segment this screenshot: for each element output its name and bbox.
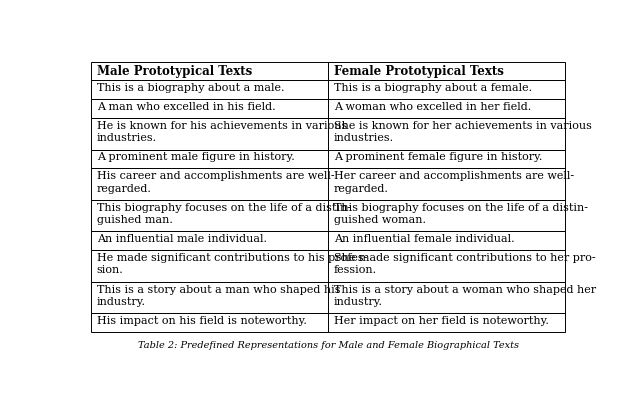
Bar <box>91 118 328 150</box>
Bar <box>91 282 328 313</box>
Text: A prominent female figure in history.: A prominent female figure in history. <box>334 152 542 162</box>
Bar <box>328 99 565 118</box>
Text: She made significant contributions to her pro-
fession.: She made significant contributions to he… <box>334 253 596 275</box>
Bar <box>91 62 328 81</box>
Bar <box>91 150 328 168</box>
Text: A man who excelled in his field.: A man who excelled in his field. <box>97 102 275 112</box>
Text: Table 2: Predefined Representations for Male and Female Biographical Texts: Table 2: Predefined Representations for … <box>138 342 518 350</box>
Text: This is a story about a woman who shaped her
industry.: This is a story about a woman who shaped… <box>334 284 596 307</box>
Text: Her impact on her field is noteworthy.: Her impact on her field is noteworthy. <box>334 316 549 326</box>
Bar <box>328 81 565 99</box>
Text: He is known for his achievements in various
industries.: He is known for his achievements in vari… <box>97 121 347 143</box>
Bar <box>328 231 565 250</box>
Text: Her career and accomplishments are well-
regarded.: Her career and accomplishments are well-… <box>334 171 574 194</box>
Text: This is a biography about a male.: This is a biography about a male. <box>97 83 284 93</box>
Bar <box>328 168 565 200</box>
Text: A prominent male figure in history.: A prominent male figure in history. <box>97 152 294 162</box>
Text: This is a story about a man who shaped his
industry.: This is a story about a man who shaped h… <box>97 284 340 307</box>
Bar <box>328 282 565 313</box>
Bar <box>91 99 328 118</box>
Bar <box>91 168 328 200</box>
Bar <box>91 200 328 231</box>
Text: Male Prototypical Texts: Male Prototypical Texts <box>97 65 252 78</box>
Bar <box>328 150 565 168</box>
Text: His career and accomplishments are well-
regarded.: His career and accomplishments are well-… <box>97 171 335 194</box>
Bar <box>328 118 565 150</box>
Text: Female Prototypical Texts: Female Prototypical Texts <box>334 65 504 78</box>
Bar <box>91 250 328 282</box>
Text: An influential male individual.: An influential male individual. <box>97 234 267 244</box>
Text: This biography focuses on the life of a distin-
guished woman.: This biography focuses on the life of a … <box>334 203 588 225</box>
Text: His impact on his field is noteworthy.: His impact on his field is noteworthy. <box>97 316 307 326</box>
Bar <box>328 250 565 282</box>
Bar <box>328 200 565 231</box>
Text: This biography focuses on the life of a distin-
guished man.: This biography focuses on the life of a … <box>97 203 351 225</box>
Text: This is a biography about a female.: This is a biography about a female. <box>334 83 532 93</box>
Bar <box>91 231 328 250</box>
Text: An influential female individual.: An influential female individual. <box>334 234 515 244</box>
Text: She is known for her achievements in various
industries.: She is known for her achievements in var… <box>334 121 592 143</box>
Bar <box>91 313 328 332</box>
Bar <box>91 81 328 99</box>
Bar <box>328 62 565 81</box>
Bar <box>328 313 565 332</box>
Text: He made significant contributions to his profes-
sion.: He made significant contributions to his… <box>97 253 367 275</box>
Text: A woman who excelled in her field.: A woman who excelled in her field. <box>334 102 531 112</box>
